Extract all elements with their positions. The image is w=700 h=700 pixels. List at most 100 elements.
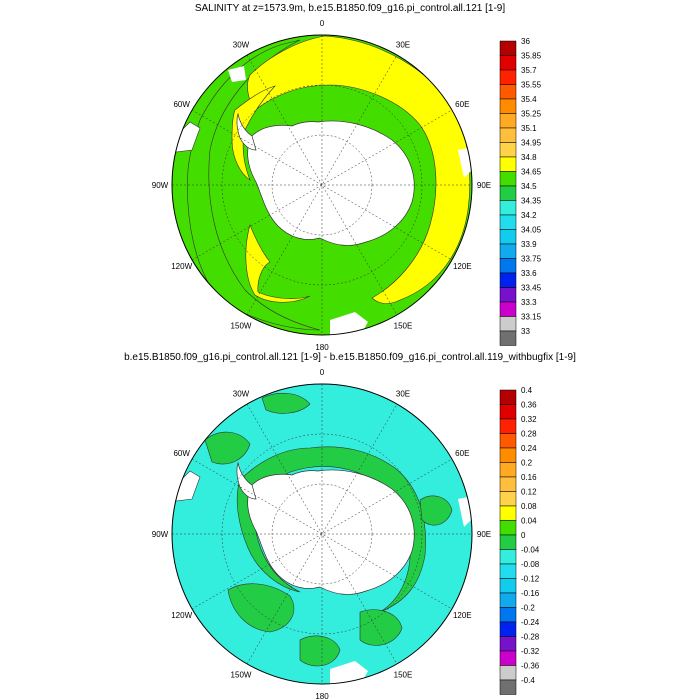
map2-antarctic-peninsula: [236, 461, 257, 500]
colorbar-swatch: [499, 301, 517, 317]
longitude-label: 120E: [453, 262, 472, 271]
colorbar-label: 33.9: [521, 240, 537, 249]
colorbar-label: 33.15: [521, 313, 542, 322]
longitude-label: 90E: [477, 181, 491, 190]
colorbar-swatch: [499, 389, 517, 405]
longitude-label: 30W: [233, 41, 250, 50]
map2-green-patch-ne: [419, 495, 453, 526]
colorbar-swatch: [499, 462, 517, 478]
colorbar-swatch: [499, 491, 517, 507]
colorbar-label: -0.12: [521, 575, 540, 584]
colorbar-label: 35.85: [521, 52, 542, 61]
colorbar-label: 36: [521, 37, 530, 46]
colorbar-swatch: [499, 476, 517, 492]
map2-colorbar: 0.4 0.36 0.32 0.28 0.24 0.2 0.16 0.12 0.08 0.04 0 -…: [499, 386, 540, 695]
colorbar-label: 33.45: [521, 284, 542, 293]
colorbar-label: 33.6: [521, 269, 537, 278]
longitude-label: 180: [315, 692, 329, 700]
colorbar-label: -0.32: [521, 647, 540, 656]
colorbar-swatch: [499, 621, 517, 637]
colorbar-swatch: [499, 665, 517, 681]
longitude-label: 150W: [231, 670, 252, 679]
map2-frame: [171, 383, 473, 685]
longitude-label: 180: [315, 343, 329, 352]
colorbar-swatch: [499, 679, 517, 695]
colorbar-swatch: [499, 505, 517, 521]
map1-yellow-band-west: [245, 224, 311, 303]
colorbar-label: 0.24: [521, 444, 537, 453]
colorbar-swatch: [499, 113, 517, 129]
map2-missing-right: [458, 497, 472, 527]
map1-yellow-band-peninsula: [231, 85, 276, 181]
colorbar-swatch: [499, 69, 517, 85]
colorbar-swatch: [499, 200, 517, 216]
colorbar-swatch: [499, 650, 517, 666]
map1-title: SALINITY at z=1573.9m, b.e15.B1850.f09_g…: [194, 3, 506, 14]
longitude-label: 90W: [152, 181, 169, 190]
colorbar-label: 35.7: [521, 66, 537, 75]
map1-frame: [171, 34, 473, 336]
colorbar-swatch: [499, 563, 517, 579]
longitude-label: 150E: [394, 321, 413, 330]
longitude-label: 120E: [453, 611, 472, 620]
longitude-label: 90E: [477, 530, 491, 539]
map1-graticule: [172, 35, 472, 335]
colorbar-label: -0.16: [521, 589, 540, 598]
colorbar-swatch: [499, 272, 517, 288]
longitude-label: 60W: [173, 100, 190, 109]
colorbar-label: -0.4: [521, 676, 535, 685]
colorbar-swatch: [499, 287, 517, 303]
colorbar-label: 0.12: [521, 488, 537, 497]
longitude-label: 60W: [173, 449, 190, 458]
colorbar-swatch: [499, 156, 517, 172]
colorbar-label: 0.16: [521, 473, 537, 482]
colorbar-label: -0.08: [521, 560, 540, 569]
colorbar-label: -0.2: [521, 604, 535, 613]
map1-colorbar: 36 35.85 35.7 35.55 35.4 35.25 35.1 34.95 34.8 34…: [499, 37, 542, 346]
colorbar-swatch: [499, 418, 517, 434]
colorbar-label: 0.08: [521, 502, 537, 511]
colorbar-swatch: [499, 330, 517, 346]
colorbar-swatch: [499, 98, 517, 114]
map1-missing-right: [458, 148, 472, 178]
colorbar-label: 33.75: [521, 255, 542, 264]
colorbar-label: 0.2: [521, 459, 533, 468]
longitude-label: 90W: [152, 530, 169, 539]
colorbar-label: 35.1: [521, 124, 537, 133]
map1-contour-outer: [187, 39, 321, 331]
longitude-label: 60E: [455, 449, 469, 458]
longitude-label: 120W: [171, 611, 192, 620]
colorbar-swatch: [499, 607, 517, 623]
colorbar-label: 34.95: [521, 139, 542, 148]
colorbar-label: 34.35: [521, 197, 542, 206]
colorbar-label: 0.36: [521, 401, 537, 410]
map2-green-patch-s: [299, 635, 341, 667]
map2-green-patch-se: [359, 609, 403, 646]
longitude-label: 0: [320, 368, 325, 377]
colorbar-swatch: [499, 127, 517, 143]
longitude-label: 0: [320, 19, 325, 28]
colorbar-label: 33.3: [521, 298, 537, 307]
longitude-label: 150E: [394, 670, 413, 679]
colorbar-swatch: [499, 534, 517, 550]
colorbar-swatch: [499, 243, 517, 259]
colorbar-label: 34.65: [521, 168, 542, 177]
colorbar-label: 0.4: [521, 386, 533, 395]
colorbar-label: 0.28: [521, 430, 537, 439]
colorbar-swatch: [499, 40, 517, 56]
colorbar-swatch: [499, 316, 517, 332]
map2-green-patch-sw: [227, 583, 295, 633]
colorbar-label: -0.24: [521, 618, 540, 627]
longitude-label: 30E: [396, 41, 410, 50]
colorbar-label: -0.04: [521, 546, 540, 555]
colorbar-label: 35.25: [521, 110, 542, 119]
longitude-label: 60E: [455, 100, 469, 109]
colorbar-swatch: [499, 404, 517, 420]
map2-title: b.e15.B1850.f09_g16.pi_control.all.121 […: [124, 352, 576, 363]
map2-green-patch-nw: [204, 431, 251, 465]
colorbar-label: -0.36: [521, 662, 540, 671]
longitude-label: 30E: [396, 390, 410, 399]
colorbar-label: 0: [521, 531, 526, 540]
longitude-label: 30W: [233, 390, 250, 399]
